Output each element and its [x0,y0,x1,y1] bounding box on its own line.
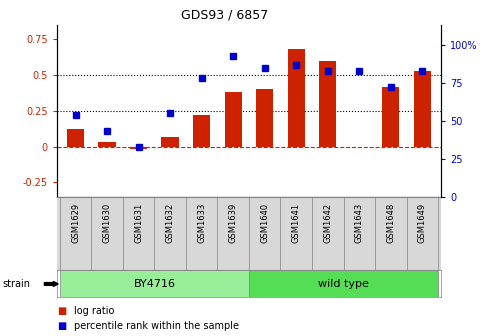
Bar [224,92,242,146]
Text: percentile rank within the sample: percentile rank within the sample [74,321,239,331]
Bar [193,115,211,146]
Bar [99,142,116,146]
Text: GSM1632: GSM1632 [166,203,175,243]
Text: GSM1642: GSM1642 [323,203,332,243]
Text: BY4716: BY4716 [134,279,176,289]
Bar [130,146,147,150]
Bar [249,270,438,297]
Text: GSM1633: GSM1633 [197,203,206,243]
Text: GSM1631: GSM1631 [134,203,143,243]
Text: strain: strain [2,279,31,289]
Bar [60,270,249,297]
Text: log ratio: log ratio [74,306,114,316]
Text: GSM1643: GSM1643 [355,203,364,243]
Text: ■: ■ [57,306,66,316]
Text: GSM1649: GSM1649 [418,203,427,243]
Text: wild type: wild type [318,279,369,289]
Text: GSM1639: GSM1639 [229,203,238,243]
Bar [67,129,84,146]
Text: ■: ■ [57,321,66,331]
Text: GSM1648: GSM1648 [387,203,395,243]
Text: GSM1630: GSM1630 [103,203,111,243]
Bar [287,49,305,146]
Bar [256,89,274,146]
Bar [162,136,179,146]
Text: GSM1629: GSM1629 [71,203,80,243]
Bar [319,61,336,146]
Bar [382,87,399,146]
Text: GSM1640: GSM1640 [260,203,269,243]
Text: GSM1641: GSM1641 [292,203,301,243]
Text: GDS93 / 6857: GDS93 / 6857 [181,9,268,22]
Bar [414,71,431,146]
